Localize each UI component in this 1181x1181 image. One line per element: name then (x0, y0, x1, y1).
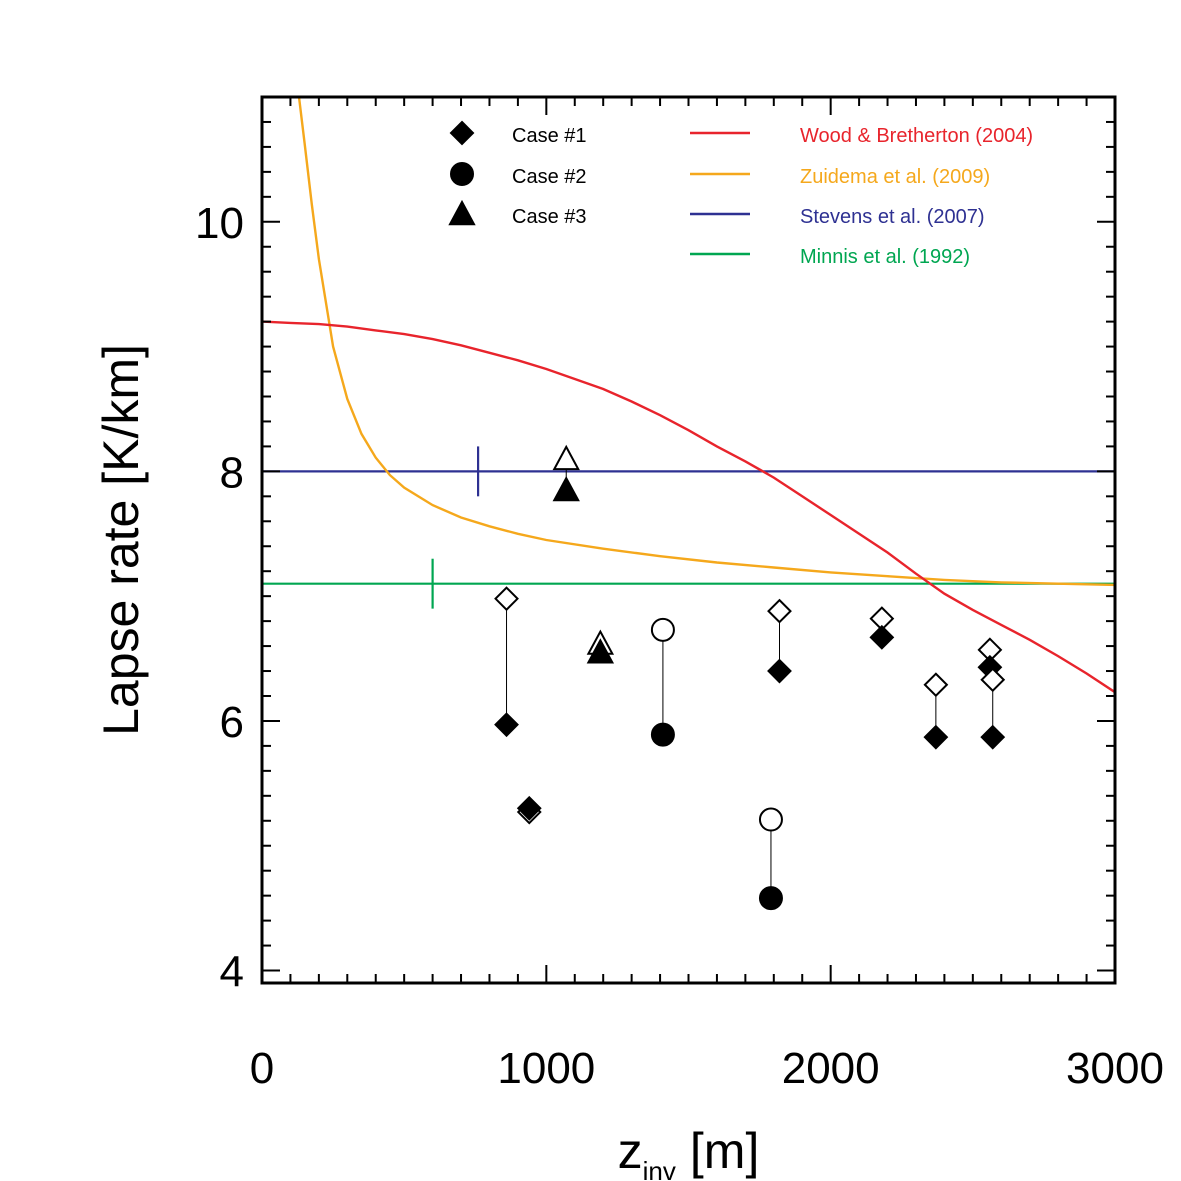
x-axis-title-main: z (618, 1123, 643, 1179)
data-pair-4 (869, 606, 895, 650)
legend-label: Case #3 (512, 206, 587, 228)
legend-label: Case #1 (512, 125, 587, 147)
y-axis-title: Lapse rate [K/km] (93, 344, 149, 736)
open-circle-point (650, 617, 675, 642)
filled-diamond-point (494, 712, 519, 738)
data-pair-10 (552, 444, 580, 502)
x-axis-title: zinv [m] (618, 1123, 760, 1181)
legend-triangle-icon (448, 199, 476, 226)
legend: Case #1 Case #2 Case #3 Wood & Bretherton (… (448, 120, 1033, 268)
plot-area (262, 97, 1115, 694)
filled-diamond-point (516, 795, 542, 821)
data-pair-5 (923, 672, 949, 750)
y-tick-label: 10 (195, 199, 244, 248)
plot-frame (260, 95, 1117, 985)
legend-item-circle: Case #2 (450, 162, 587, 188)
filled-diamond-point (923, 724, 949, 750)
filled-diamond-point (980, 724, 1006, 750)
legend-item-stevens: Stevens et al. (2007) (690, 206, 985, 228)
legend-label: Zuidema et al. (2009) (800, 166, 990, 188)
x-axis-title-sub: inv (643, 1156, 676, 1181)
x-tick-label: 1000 (497, 1044, 595, 1093)
data-pair-1 (494, 586, 519, 738)
zuidema-curve (297, 97, 1115, 587)
data-pair-8 (650, 617, 675, 747)
open-diamond-point (923, 672, 949, 698)
legend-circle-icon (450, 162, 474, 186)
tick-labels: 0 1000 2000 3000 4 6 8 10 (195, 199, 1164, 1093)
legend-label: Stevens et al. (2007) (800, 206, 985, 228)
filled-triangle-point (586, 638, 615, 664)
open-triangle-point (552, 444, 580, 471)
open-diamond-point (494, 586, 519, 612)
open-circle-point (758, 807, 783, 832)
y-tick-label: 6 (220, 698, 244, 747)
legend-label: Case #2 (512, 166, 587, 188)
legend-diamond-icon (449, 120, 475, 146)
plot-content (262, 97, 1115, 911)
filled-triangle-point (552, 475, 580, 502)
data-pair-2 (516, 795, 542, 825)
open-diamond-point (767, 598, 792, 624)
x-axis-title-unit: [m] (690, 1123, 759, 1179)
legend-item-minnis: Minnis et al. (1992) (690, 246, 970, 268)
filled-diamond-point (869, 624, 895, 650)
y-tick-label: 4 (220, 948, 244, 997)
legend-item-zuidema: Zuidema et al. (2009) (690, 166, 990, 188)
data-pair-9 (758, 807, 783, 911)
wood-curve (262, 320, 1115, 694)
filled-diamond-point (767, 658, 792, 684)
filled-circle-point (758, 886, 783, 911)
legend-label: Minnis et al. (1992) (800, 246, 970, 268)
legend-label: Wood & Bretherton (2004) (800, 125, 1033, 147)
legend-item-triangle: Case #3 (448, 199, 587, 228)
open-diamond-point (980, 667, 1006, 693)
x-tick-label: 0 (250, 1044, 274, 1093)
x-tick-label: 3000 (1066, 1044, 1164, 1093)
data-pair-7 (980, 667, 1006, 750)
legend-item-wood: Wood & Bretherton (2004) (690, 125, 1033, 147)
data-pair-11 (586, 629, 615, 664)
legend-item-diamond: Case #1 (449, 120, 587, 147)
x-tick-label: 2000 (782, 1044, 880, 1093)
data-pair-3 (767, 598, 792, 684)
filled-circle-point (650, 722, 675, 747)
y-tick-label: 8 (220, 448, 244, 497)
axis-ticks (261, 96, 1116, 983)
